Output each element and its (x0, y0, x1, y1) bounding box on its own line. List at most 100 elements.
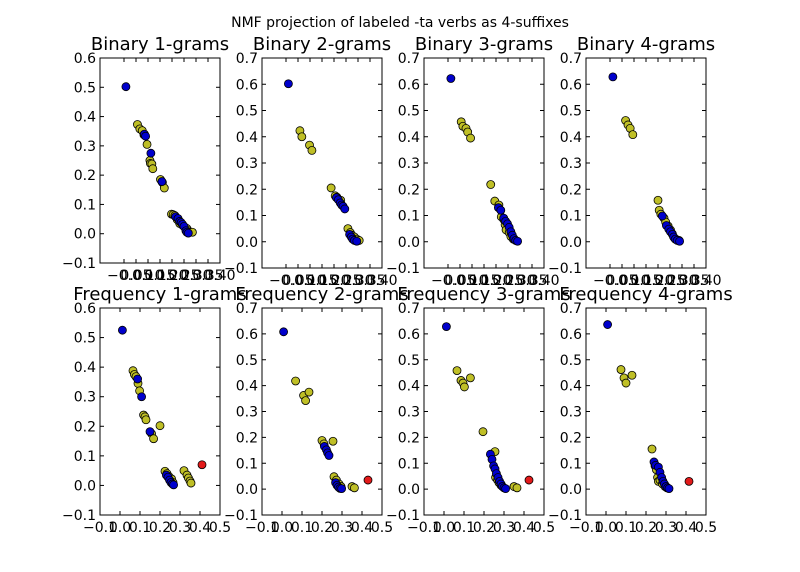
y-tick-label: 0.4 (398, 379, 420, 395)
axes-frame (99, 307, 221, 516)
data-point (621, 378, 631, 388)
subplot-title: Frequency 2-grams (235, 284, 408, 305)
x-tick-label: 0.1 (615, 520, 637, 536)
x-tick-label: 0.30 (504, 273, 535, 289)
data-point (684, 476, 694, 486)
data-point (304, 387, 314, 397)
data-point (326, 183, 336, 193)
subplot-1: Binary 1-grams −0.1 0.0 0.1 0.2 0.3 0.4 0.5 0.6 −… (62, 34, 236, 284)
y-tick-label: −0.1 (548, 508, 582, 524)
x-tick-label: 0.40 (528, 273, 559, 289)
y-tick-label: −0.1 (224, 261, 258, 277)
data-point (291, 376, 301, 386)
axes-frame (261, 57, 383, 269)
y-tick-label: 0.0 (74, 478, 96, 494)
data-point (118, 325, 127, 335)
x-tick-label: 0.25 (168, 268, 199, 284)
subplots: Binary 1-grams−0.10.00.10.20.30.40.50.6−… (62, 34, 733, 536)
x-tick-label: 0.3 (655, 520, 677, 536)
y-tick-label: 0.2 (398, 430, 420, 446)
data-point (307, 145, 317, 155)
y-tick-label: 0.3 (398, 405, 420, 421)
y-tick-label: 0.4 (560, 130, 582, 146)
subplot-title: Frequency 3-grams (397, 284, 570, 305)
y-tick-label: 0.1 (74, 449, 96, 465)
x-tick-label: 0.4 (351, 520, 373, 536)
data-point (157, 177, 167, 186)
data-point (142, 139, 152, 149)
y-tick-label: 0.0 (236, 482, 258, 498)
y-tick-label: 0.0 (398, 482, 420, 498)
x-tick-label: −0.1 (83, 520, 117, 536)
y-tick-label: −0.1 (62, 508, 96, 524)
x-tick-label: 0.40 (366, 273, 397, 289)
x-tick-label: 0.10 (618, 273, 649, 289)
x-tick-label: 0.1 (453, 520, 475, 536)
x-tick-label: 0.4 (189, 520, 211, 536)
x-tick-label: 0.05 (120, 268, 151, 284)
data-point (146, 148, 156, 158)
y-tick-label: 0.7 (398, 301, 420, 317)
y-tick-label: 0.1 (236, 456, 258, 472)
subplot-title: Binary 1-grams (91, 34, 229, 55)
x-tick-label: −0.1 (407, 520, 441, 536)
x-tick-label: 0.3 (493, 520, 515, 536)
y-tick-label: 0.3 (560, 405, 582, 421)
data-point (608, 72, 618, 82)
y-tick-label: 0.5 (236, 104, 258, 120)
y-tick-label: 0.6 (74, 51, 96, 67)
x-tick-label: 0.20 (156, 268, 187, 284)
x-tick-label: 0.25 (330, 273, 361, 289)
y-tick-label: 0.6 (398, 327, 420, 343)
data-point (121, 82, 131, 92)
x-tick-label: 0.35 (192, 268, 223, 284)
data-point (616, 365, 626, 374)
x-tick-label: 0.1 (291, 520, 313, 536)
x-tick-label: −0.0 (269, 273, 303, 289)
y-tick-label: 0.1 (560, 456, 582, 472)
x-tick-label: −0.0 (107, 268, 141, 284)
x-tick-label: 0.0 (433, 520, 455, 536)
y-tick-label: 0.2 (74, 419, 96, 435)
x-tick-label: 0.40 (690, 273, 721, 289)
subplot-title: Binary 2-grams (253, 34, 391, 55)
x-tick-label: 0.10 (294, 273, 325, 289)
y-tick-label: 0.6 (560, 77, 582, 93)
data-point (363, 475, 373, 485)
y-tick-label: 0.0 (560, 235, 582, 251)
y-tick-label: 0.0 (74, 227, 96, 243)
axes-frame (261, 307, 383, 516)
x-tick-label: 0.15 (630, 273, 661, 289)
x-tick-label: 0.5 (209, 520, 231, 536)
y-tick-label: 0.7 (236, 301, 258, 317)
y-tick-label: 0.5 (74, 80, 96, 96)
x-tick-label: 0.35 (516, 273, 547, 289)
x-tick-label: −0.1 (245, 520, 279, 536)
data-point (653, 195, 663, 205)
subplot-title: Binary 3-grams (415, 34, 553, 55)
data-point (186, 478, 196, 488)
x-tick-label: 0.35 (354, 273, 385, 289)
subplot-title: Frequency 4-grams (559, 284, 732, 305)
x-tick-label: 0.2 (149, 520, 171, 536)
subplot-5: Frequency 1-grams−0.10.00.10.20.30.40.50… (62, 284, 247, 536)
y-tick-label: 0.4 (236, 379, 258, 395)
y-tick-label: 0.2 (398, 182, 420, 198)
x-tick-label: 0.0 (595, 520, 617, 536)
figure-title: NMF projection of labeled -ta verbs as 4… (231, 15, 569, 31)
data-point (324, 451, 334, 460)
axes-frame (423, 57, 545, 269)
data-point (283, 79, 293, 89)
x-tick-label: 0.10 (132, 268, 163, 284)
y-tick-label: −0.1 (386, 261, 420, 277)
y-tick-label: 0.4 (398, 130, 420, 146)
data-point (465, 373, 475, 383)
data-point (512, 483, 522, 493)
y-tick-label: 0.1 (398, 456, 420, 472)
data-point (297, 132, 307, 142)
data-point (328, 436, 338, 446)
subplot-4: Binary 4-grams −0.1 0.0 0.1 0.2 0.3 0.4 0.5 0.6 0… (548, 34, 722, 289)
data-point (452, 366, 462, 376)
data-point (141, 131, 151, 141)
